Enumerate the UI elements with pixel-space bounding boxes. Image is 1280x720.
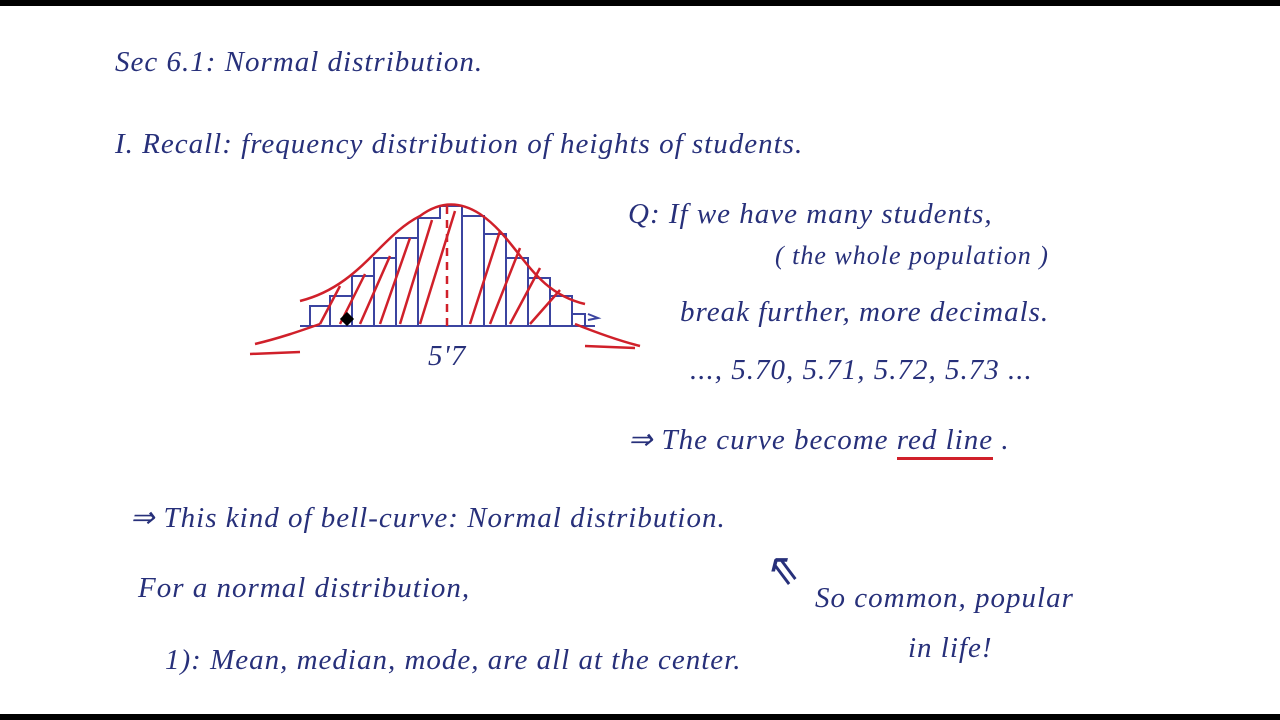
page: Sec 6.1: Normal distribution. I. Recall:… (0, 6, 1280, 714)
question: Q: If we have many students, (628, 198, 993, 230)
question-further: break further, more decimals. (680, 296, 1050, 328)
note-line: So common, popular (815, 582, 1074, 614)
point: 1): Mean, median, mode, are all at the c… (165, 644, 742, 676)
result-highlight: red line (896, 424, 994, 460)
note-line: in life! (908, 632, 993, 664)
for-normal: For a normal distribution, (138, 572, 471, 604)
question-paren: ( the whole population ) (775, 241, 1049, 270)
bell-curve: ⇒ This kind of bell-curve: Normal distri… (130, 502, 726, 534)
decimals: ..., 5.70, 5.71, 5.72, 5.73 ... (690, 354, 1033, 386)
result-prefix: ⇒ The curve become (628, 424, 889, 456)
figure (249, 203, 641, 356)
recall: I. Recall: frequency distribution of hei… (115, 128, 804, 160)
result-suffix: . (1001, 424, 1010, 456)
title: Sec 6.1: Normal distribution. (115, 46, 484, 78)
figure-label: 5'7 (428, 340, 467, 372)
result: ⇒ The curve become red line . (628, 422, 1010, 460)
note-arrow: ⇖ (762, 545, 800, 594)
